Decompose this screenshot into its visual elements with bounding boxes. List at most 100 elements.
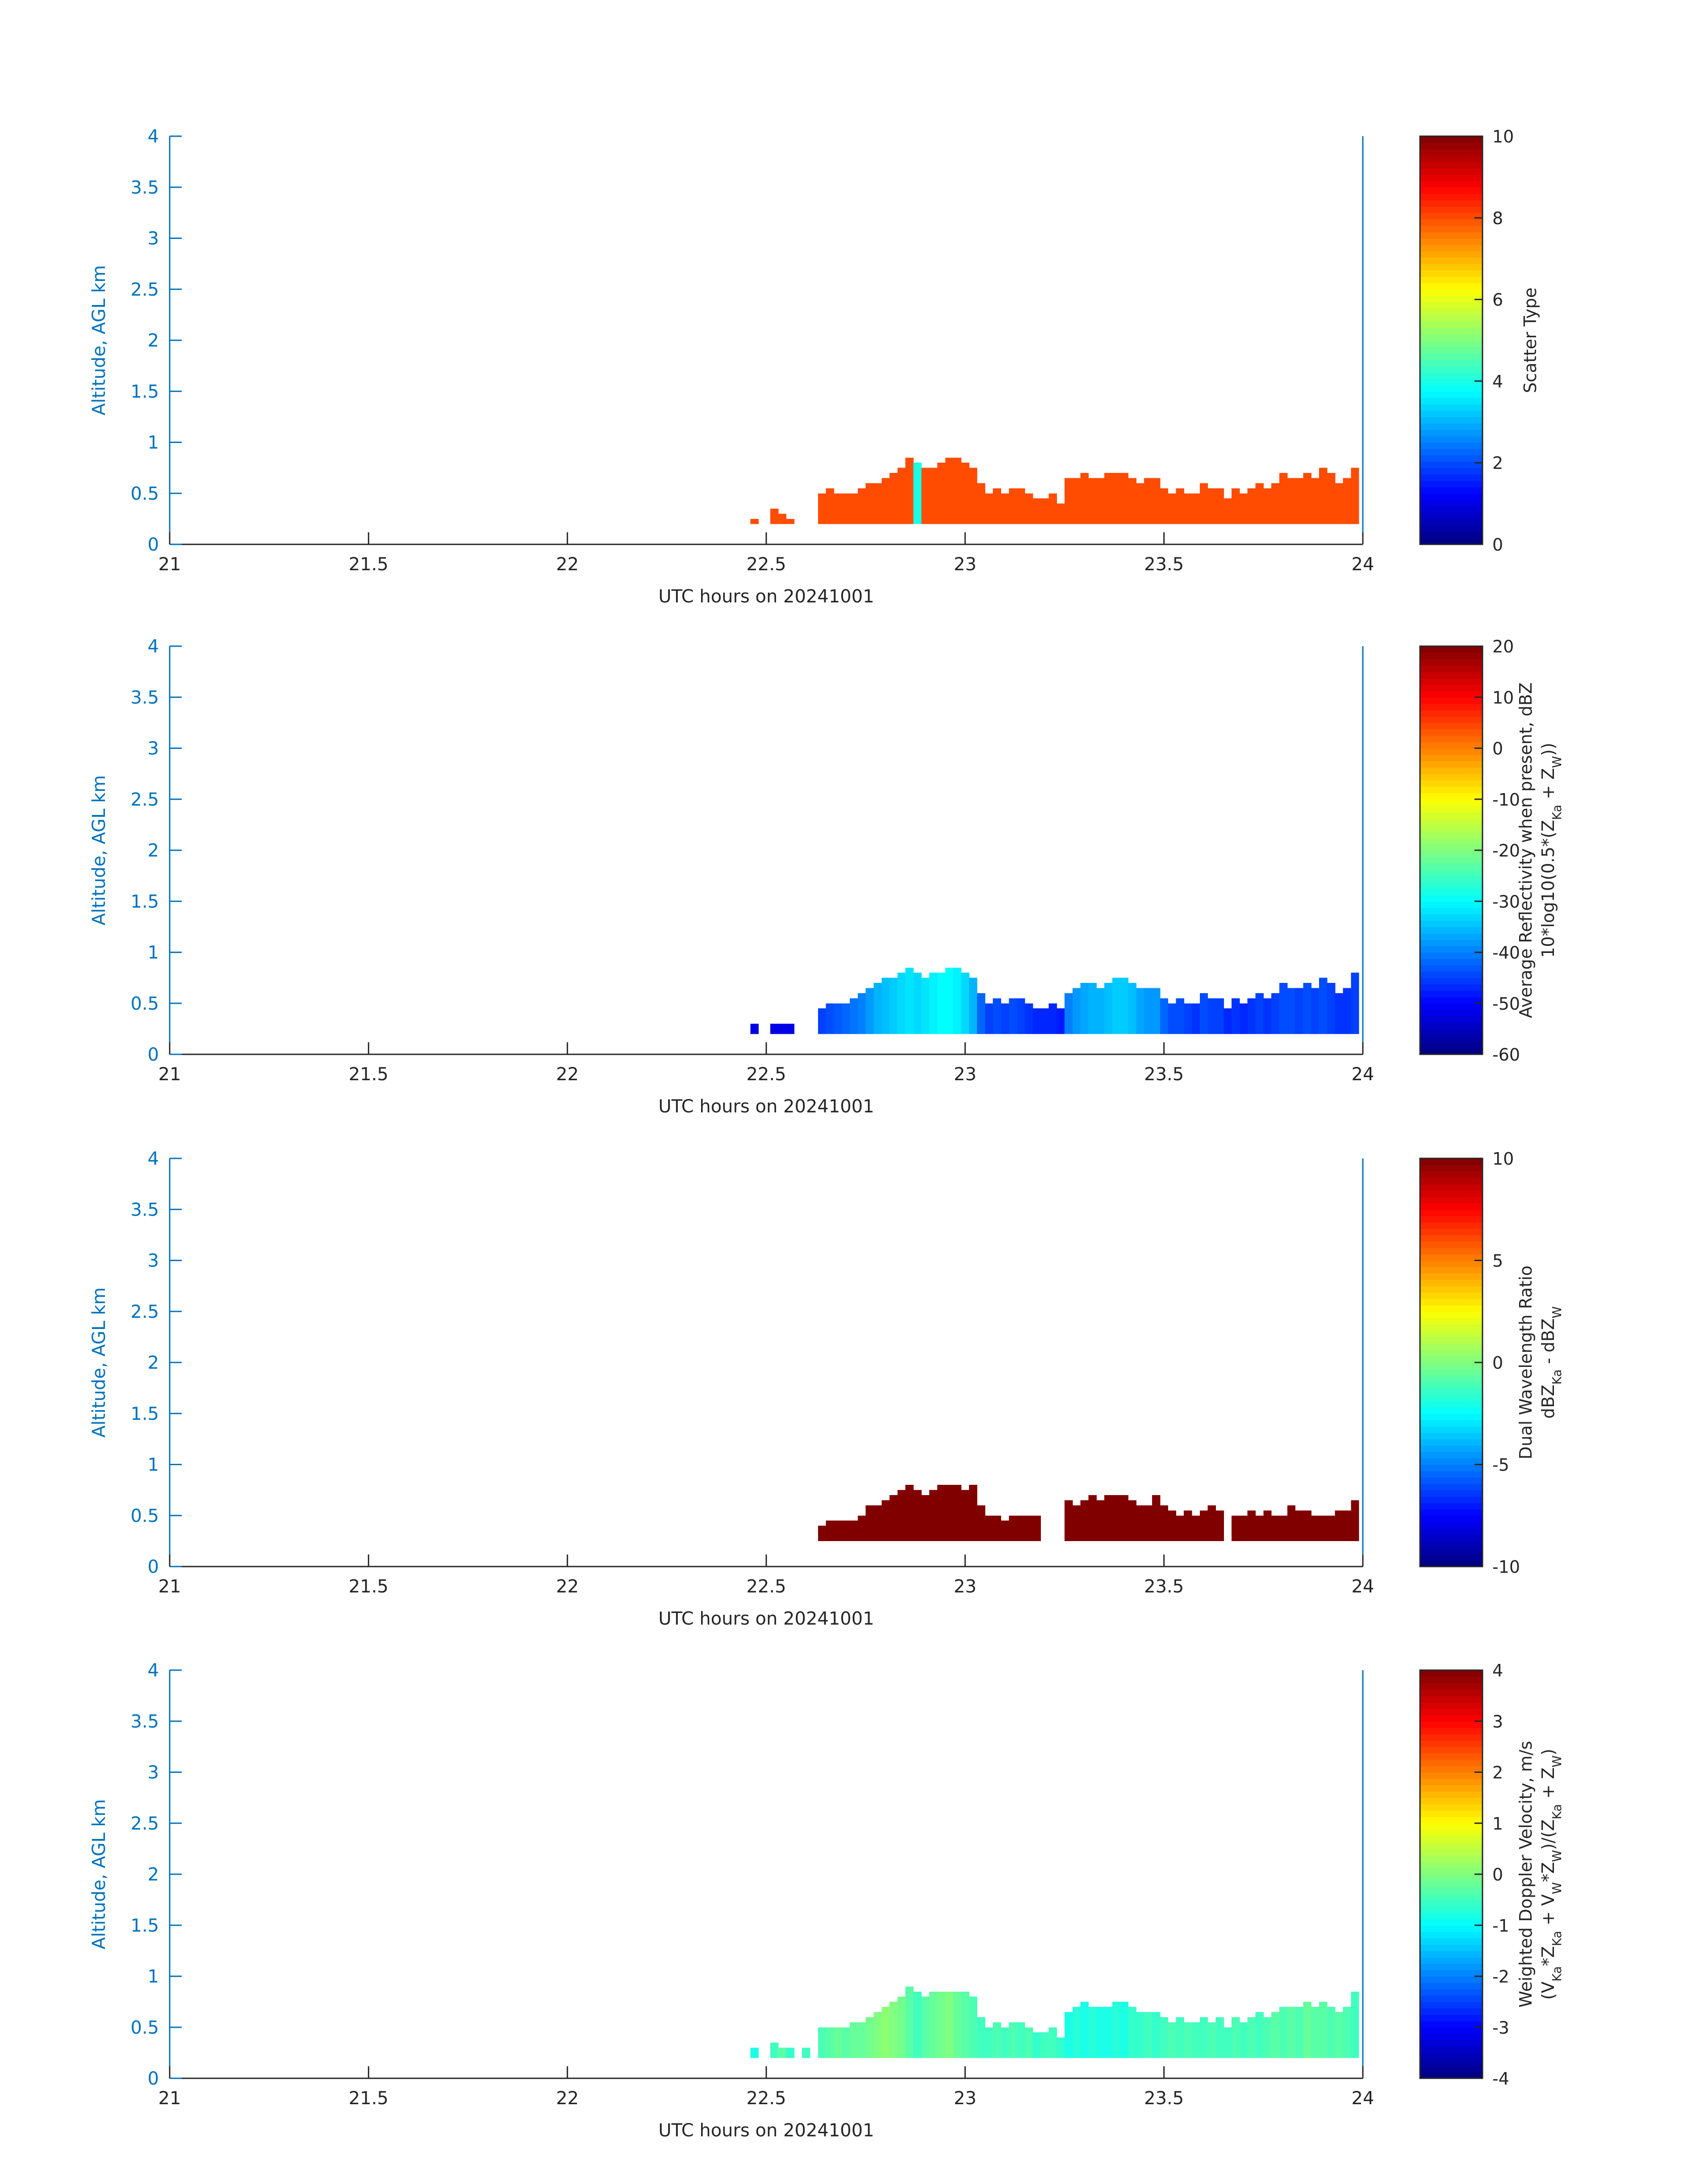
heatmap-cell bbox=[1065, 993, 1073, 1034]
heatmap-cell bbox=[1040, 2032, 1049, 2058]
heatmap-cell bbox=[1168, 2022, 1176, 2058]
colorbar-segment bbox=[1420, 799, 1482, 806]
heatmap-cell bbox=[1120, 1495, 1129, 1541]
colorbar-segment bbox=[1420, 1842, 1482, 1849]
colorbar-tick-label: -2 bbox=[1492, 1967, 1509, 1987]
colorbar-segment bbox=[1420, 327, 1482, 334]
heatmap-cell bbox=[881, 478, 890, 524]
heatmap-cell bbox=[1199, 483, 1208, 524]
colorbar-segment bbox=[1420, 442, 1482, 449]
heatmap-cell bbox=[857, 488, 866, 524]
colorbar-segment bbox=[1420, 1900, 1482, 1907]
colorbar-segment bbox=[1420, 391, 1482, 398]
heatmap-cell bbox=[961, 1490, 969, 1541]
heatmap-cell bbox=[921, 468, 930, 524]
colorbar-segment bbox=[1420, 1759, 1482, 1767]
colorbar: -10 -5 0 5 10 Dual Wavelength Ratio dBZKa - dB… bbox=[1419, 1149, 1564, 1577]
colorbar-label: Dual Wavelength Ratio bbox=[1516, 1266, 1536, 1459]
x-axis-label: UTC hours on 20241001 bbox=[658, 1609, 874, 1629]
heatmap-cell bbox=[1239, 1003, 1248, 1034]
colorbar-segment bbox=[1420, 1426, 1482, 1433]
heatmap-cell bbox=[913, 463, 922, 524]
colorbar-segment bbox=[1420, 1471, 1482, 1478]
colorbar-segment bbox=[1420, 142, 1482, 150]
heatmap-cell bbox=[750, 1024, 759, 1034]
heatmap-cell bbox=[1232, 488, 1240, 524]
heatmap-cell bbox=[1199, 993, 1208, 1034]
y-tick-label: 1 bbox=[148, 1967, 159, 1987]
colorbar-segment bbox=[1420, 1989, 1482, 1996]
heatmap-cell bbox=[1287, 478, 1296, 524]
heatmap-cell bbox=[1199, 1510, 1208, 1541]
heatmap-cell bbox=[1009, 2022, 1017, 2058]
heatmap-cell bbox=[1072, 988, 1081, 1034]
colorbar-segment bbox=[1420, 914, 1482, 921]
heatmap-cell bbox=[1096, 1500, 1105, 1541]
colorbar-segment bbox=[1420, 901, 1482, 908]
x-tick-label: 23 bbox=[954, 1064, 977, 1085]
colorbar-segment bbox=[1420, 1734, 1482, 1741]
colorbar-segment bbox=[1420, 927, 1482, 934]
colorbar-tick-label: -4 bbox=[1492, 2069, 1509, 2089]
heatmap-cell bbox=[1104, 473, 1113, 524]
heatmap-cell bbox=[913, 1991, 922, 2058]
colorbar-segment bbox=[1420, 1670, 1482, 1677]
colorbar-segment bbox=[1420, 978, 1482, 985]
colorbar-segment bbox=[1420, 1931, 1482, 1939]
heatmap-cell bbox=[1009, 488, 1017, 524]
heatmap-cell bbox=[937, 463, 946, 524]
colorbar-segment bbox=[1420, 531, 1482, 539]
colorbar-segment bbox=[1420, 1022, 1482, 1029]
heatmap-cell bbox=[969, 468, 977, 524]
heatmap-cell bbox=[1247, 1510, 1256, 1541]
heatmap-cell bbox=[834, 2027, 842, 2058]
heatmap-cell bbox=[1112, 473, 1121, 524]
x-tick-label: 23.5 bbox=[1144, 1064, 1184, 1085]
heatmap-cell bbox=[873, 983, 882, 1034]
heatmap-cell bbox=[961, 973, 969, 1034]
y-tick-label: 4 bbox=[148, 636, 159, 657]
y-tick-label: 3 bbox=[148, 1763, 159, 1783]
heatmap-cell bbox=[889, 2002, 898, 2058]
heatmap-cell bbox=[1335, 483, 1344, 524]
heatmap-cell bbox=[1104, 2007, 1113, 2058]
colorbar-segment bbox=[1420, 334, 1482, 341]
heatmap-cell bbox=[873, 2012, 882, 2058]
heatmap-cell bbox=[1215, 2017, 1224, 2058]
x-tick-label: 23 bbox=[954, 1576, 977, 1597]
heatmap-cell bbox=[1215, 1510, 1224, 1541]
colorbar-segment bbox=[1420, 1925, 1482, 1932]
colorbar-segment bbox=[1420, 1708, 1482, 1715]
colorbar-segment bbox=[1420, 347, 1482, 354]
colorbar-segment bbox=[1420, 754, 1482, 761]
colorbar-segment bbox=[1420, 1772, 1482, 1779]
heatmap-cell bbox=[961, 463, 969, 524]
colorbar-segment bbox=[1420, 340, 1482, 347]
heatmap-cell bbox=[1136, 1505, 1144, 1541]
heatmap-cell bbox=[1128, 478, 1136, 524]
heatmap-cell bbox=[1271, 2012, 1280, 2058]
heatmap-cell bbox=[1144, 478, 1153, 524]
heatmap-cell bbox=[850, 493, 858, 524]
colorbar-segment bbox=[1420, 824, 1482, 832]
heatmap-cell bbox=[985, 1515, 994, 1541]
colorbar-segment bbox=[1420, 155, 1482, 162]
colorbar-segment bbox=[1420, 1260, 1482, 1267]
heatmap-cell bbox=[881, 1500, 890, 1541]
colorbar-segment bbox=[1420, 1279, 1482, 1287]
colorbar-segment bbox=[1420, 1887, 1482, 1894]
heatmap-cell bbox=[834, 493, 842, 524]
colorbar-segment bbox=[1420, 168, 1482, 175]
heatmap-cell bbox=[834, 1521, 842, 1541]
colorbar-segment bbox=[1420, 429, 1482, 437]
heatmap-cell bbox=[750, 518, 759, 524]
heatmap-cell bbox=[1207, 1505, 1216, 1541]
heatmap-cell bbox=[850, 1521, 858, 1541]
colorbar-segment bbox=[1420, 213, 1482, 220]
heatmap-cell bbox=[850, 998, 858, 1034]
colorbar-segment bbox=[1420, 1400, 1482, 1408]
colorbar-segment bbox=[1420, 1490, 1482, 1497]
x-axis-label: UTC hours on 20241001 bbox=[658, 2120, 874, 2141]
